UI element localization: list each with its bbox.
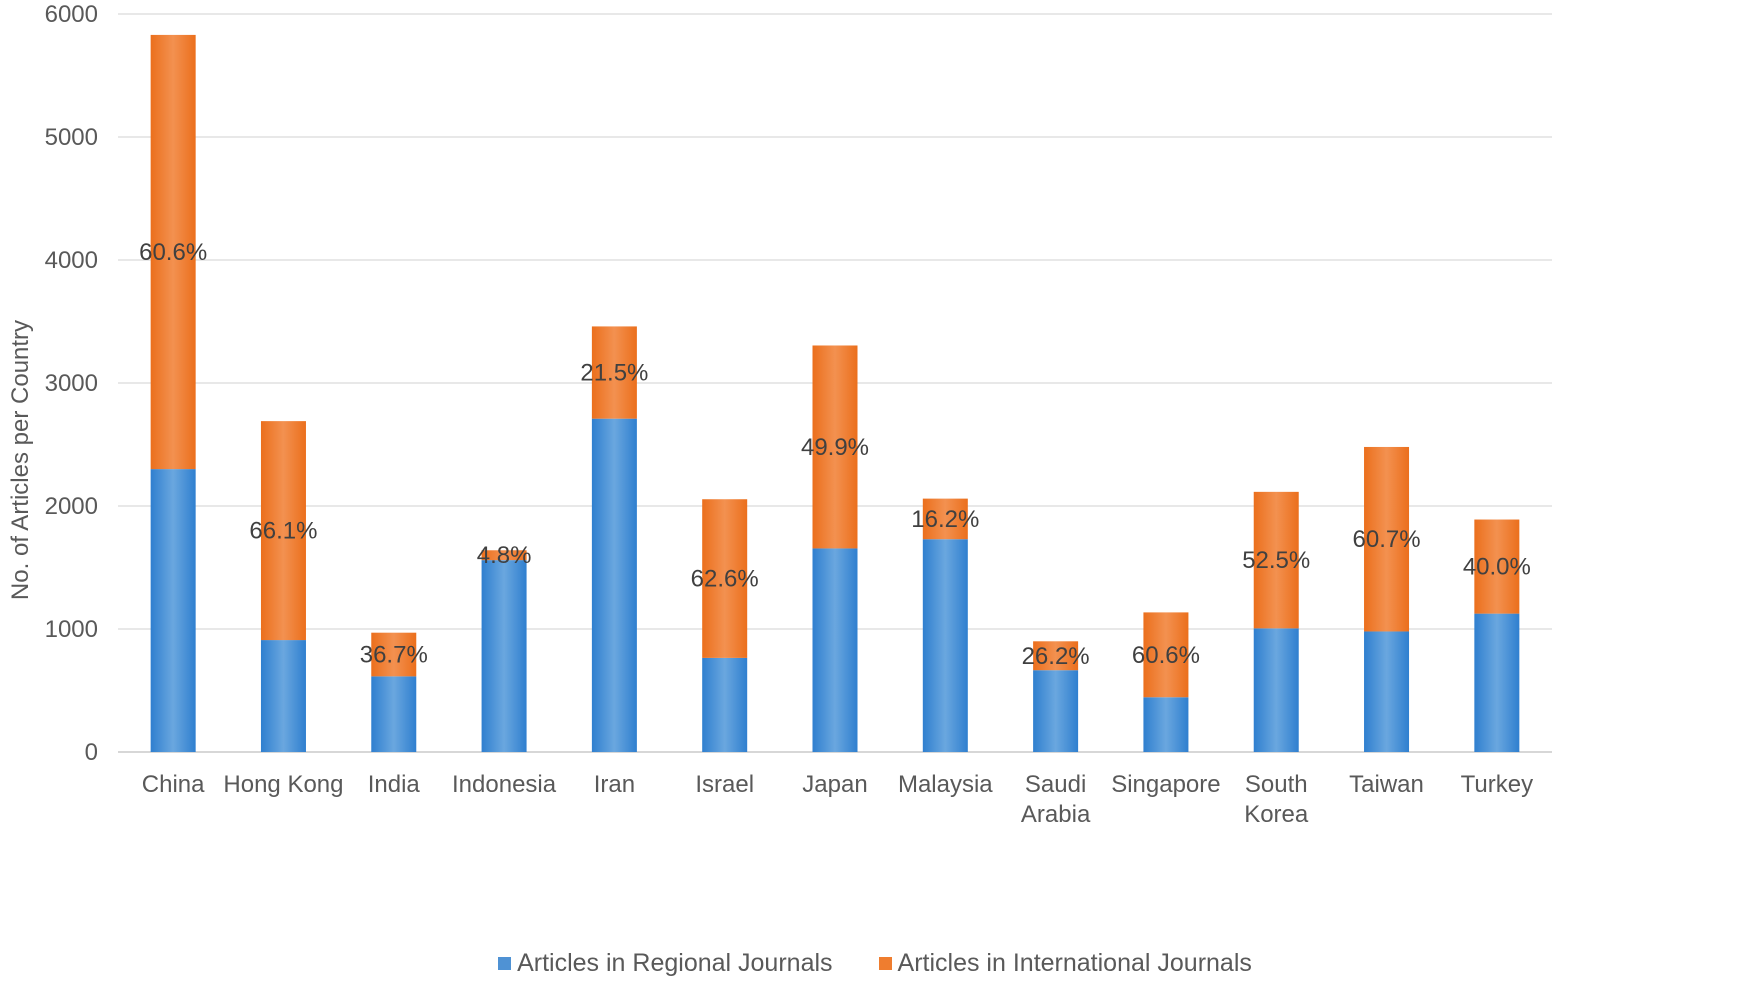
bar-international [812,345,858,549]
bar-regional [591,418,637,752]
x-category-label: South [1245,771,1308,798]
bar-international [591,326,637,419]
legend-swatch-regional [498,956,512,970]
data-label: 60.6% [1132,642,1200,669]
data-label: 52.5% [1242,547,1310,574]
legend-label-regional: Articles in Regional Journals [517,948,833,977]
bar-international [1143,612,1189,698]
x-category-label: Turkey [1461,771,1533,798]
bar-regional [371,676,417,752]
x-category-label: Saudi [1025,771,1086,798]
data-label: 16.2% [911,506,979,533]
data-labels: 60.6% 66.1% 36.7% 4.8% 21.5% 62.6% 49.9% 16.2% 2… [139,239,1531,670]
y-tick-label: 2000 [45,493,98,520]
x-category-label: Indonesia [452,771,557,798]
y-tick-label: 0 [85,739,98,766]
bars [150,34,1520,752]
bar-international [1253,491,1299,629]
bar-regional [1253,628,1299,752]
legend: Articles in Regional Journals Articles i… [0,946,1750,980]
data-label: 60.7% [1353,526,1421,553]
data-label: 21.5% [580,360,648,387]
x-category-label: Arabia [1021,801,1091,828]
bar-regional [260,640,306,752]
x-category-label: Japan [802,771,867,798]
bar-international [481,550,527,561]
x-axis-categories: China Hong Kong India Indonesia Iran Israel Ja… [142,771,1533,828]
bar-regional [922,539,968,752]
y-tick-label: 6000 [45,1,98,28]
x-category-label: Singapore [1111,771,1220,798]
x-category-label: Israel [695,771,754,798]
stacked-bar-chart: 0 1000 2000 3000 4000 5000 6000 China Hong Kong… [7,1,1552,828]
data-label: 49.9% [801,434,869,461]
data-label: 66.1% [249,518,317,545]
bar-regional [481,560,527,752]
bar-international [702,499,748,658]
bar-regional [702,657,748,752]
y-tick-label: 1000 [45,616,98,643]
bar-international [1033,641,1079,671]
bar-international [150,34,196,470]
bar-regional [1474,613,1520,752]
y-axis-title: No. of Articles per Country [7,320,34,600]
bar-international [371,632,417,677]
x-category-label: India [368,771,421,798]
data-label: 62.6% [691,566,759,593]
x-category-label: Hong Kong [223,771,343,798]
bar-regional [812,548,858,752]
data-label: 26.2% [1022,643,1090,670]
data-label: 40.0% [1463,554,1531,581]
data-label: 36.7% [360,642,428,669]
bar-regional [150,469,196,752]
data-label: 60.6% [139,239,207,266]
y-tick-label: 3000 [45,370,98,397]
bar-regional [1033,670,1079,752]
x-category-label: Taiwan [1349,771,1424,798]
y-tick-label: 5000 [45,124,98,151]
bar-regional [1364,631,1410,752]
legend-swatch-international [878,956,892,970]
legend-label-international: Articles in International Journals [897,948,1252,977]
x-category-label: Malaysia [898,771,993,798]
bar-international [260,421,306,641]
legend-entry-regional: Articles in Regional Journals [498,948,833,978]
x-category-label: Iran [594,771,635,798]
data-label: 4.8% [477,542,532,569]
bar-international [1364,446,1410,632]
y-tick-label: 4000 [45,247,98,274]
x-category-label: Korea [1244,801,1309,828]
bar-regional [1143,697,1189,752]
bar-international [1474,519,1520,614]
x-category-label: China [142,771,205,798]
bar-international [922,498,968,540]
y-axis-ticks: 0 1000 2000 3000 4000 5000 6000 [45,1,98,766]
legend-entry-international: Articles in International Journals [878,948,1252,978]
